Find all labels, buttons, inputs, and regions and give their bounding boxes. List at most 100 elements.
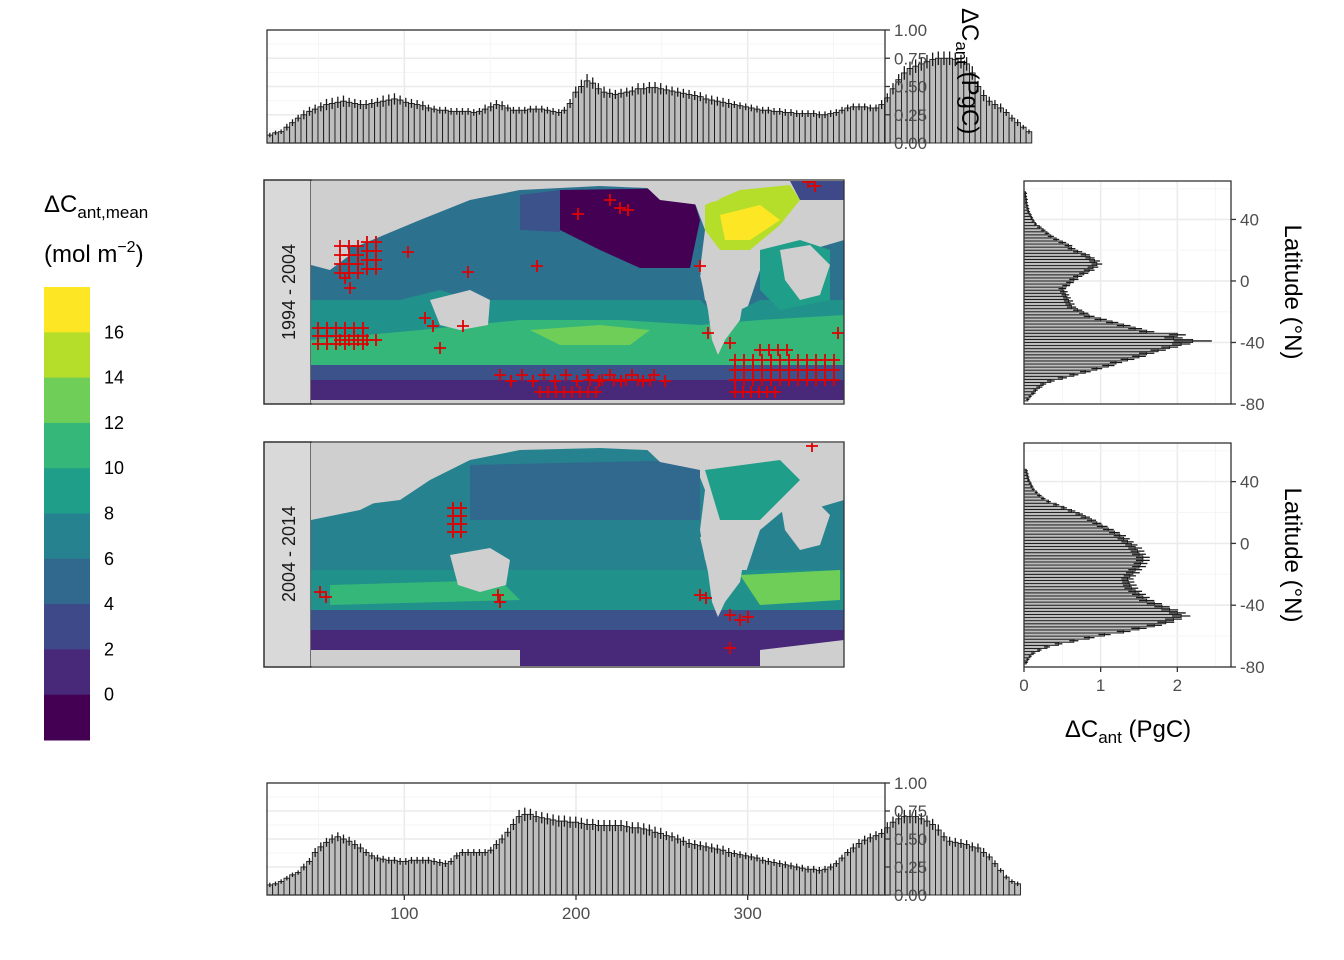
- meridional-bar: [1023, 295, 1068, 300]
- zonal-bar: [776, 863, 783, 896]
- meridional-bar: [1023, 583, 1131, 588]
- meridional-bar: [1023, 237, 1057, 242]
- zonal-bar: [340, 100, 347, 144]
- zonal-bar: [793, 866, 800, 896]
- observation-marker: [702, 327, 714, 339]
- observation-marker: [560, 369, 572, 381]
- zonal-bar: [765, 860, 772, 896]
- legend-label: 16: [104, 322, 124, 342]
- meridional-bar: [1023, 490, 1037, 495]
- right-panel-1-border: [1023, 180, 1232, 405]
- zonal-bar: [566, 102, 574, 144]
- meridional-bar: [1023, 314, 1090, 319]
- observation-marker: [724, 609, 736, 621]
- legend-band: [44, 332, 90, 379]
- meridional-bar: [1023, 626, 1140, 631]
- x-tick-label: 1: [1096, 676, 1105, 695]
- zonal-bar: [532, 816, 540, 896]
- zonal-bar: [799, 113, 806, 144]
- zonal-bar: [770, 110, 778, 144]
- zonal-bar: [787, 112, 795, 144]
- zonal-bar: [566, 821, 574, 896]
- zonal-bar: [402, 101, 410, 144]
- zonal-bar: [583, 823, 591, 896]
- zonal-bar: [634, 827, 642, 896]
- meridional-bar: [1023, 573, 1131, 578]
- zonal-bar: [776, 110, 783, 144]
- zonal-bar: [578, 86, 585, 144]
- meridional-bar: [1023, 369, 1086, 374]
- zonal-bar: [793, 113, 800, 144]
- zonal-bar: [742, 855, 749, 896]
- zonal-bar: [345, 101, 353, 144]
- zonal-bar: [515, 109, 523, 144]
- meridional-bar: [1023, 610, 1178, 615]
- meridional-bar: [1023, 595, 1144, 600]
- zonal-bar: [697, 845, 704, 896]
- zonal-bar: [527, 108, 534, 144]
- legend-title: ΔCant,mean: [44, 191, 148, 222]
- meridional-bar: [1023, 576, 1128, 581]
- meridional-bar: [1023, 378, 1052, 383]
- meridional-bar: [1023, 539, 1128, 544]
- meridional-bar: [1023, 372, 1075, 377]
- legend-band: [44, 468, 90, 514]
- zonal-bar: [595, 825, 602, 896]
- meridional-bar: [1023, 499, 1049, 504]
- meridional-bar: [1023, 231, 1048, 236]
- zonal-bar: [328, 102, 336, 144]
- zonal-bar: [294, 117, 302, 144]
- zonal-bar: [323, 841, 330, 896]
- y-tick-label: 0.00: [894, 886, 927, 905]
- meridional-bar: [1023, 536, 1125, 541]
- meridional-bar: [1023, 546, 1136, 551]
- zonal-bar: [283, 877, 291, 896]
- zonal-bar: [906, 816, 914, 896]
- x-tick-label: 300: [733, 904, 761, 923]
- zonal-bar: [436, 109, 444, 144]
- observation-marker: [352, 267, 364, 279]
- meridional-bar: [1023, 234, 1052, 239]
- meridional-bar: [1023, 255, 1091, 260]
- meridional-bar: [1023, 277, 1075, 282]
- zonal-bar: [804, 868, 812, 896]
- zonal-bar: [725, 102, 732, 144]
- zonal-bar: [685, 843, 693, 896]
- zonal-bar: [323, 104, 330, 144]
- zonal-bar: [538, 817, 546, 896]
- zonal-bar: [850, 106, 857, 144]
- observation-marker: [584, 374, 596, 386]
- observation-marker: [700, 592, 712, 604]
- zonal-bar: [838, 109, 846, 144]
- map-2-ocean: [311, 448, 844, 666]
- zonal-bar: [351, 102, 359, 144]
- observation-marker: [457, 320, 469, 332]
- zonal-bar: [702, 846, 710, 896]
- y-tick-label: 1.00: [894, 774, 927, 793]
- zonal-bar: [1008, 117, 1016, 144]
- zonal-bar: [969, 846, 976, 896]
- zonal-bar: [617, 825, 625, 896]
- zonal-bar: [708, 99, 715, 144]
- meridional-bar: [1023, 638, 1075, 643]
- zonal-bar: [504, 107, 512, 144]
- zonal-bar: [861, 106, 868, 144]
- map-panel-1994-2004: 1994 - 2004: [263, 179, 845, 405]
- zonal-bar: [708, 847, 715, 896]
- zonal-bar: [334, 101, 342, 144]
- facet-label-2: 2004 - 2014: [279, 506, 299, 602]
- zonal-bar: [867, 837, 874, 896]
- observation-marker: [344, 282, 356, 294]
- zonal-bar: [725, 851, 732, 896]
- zonal-bar: [855, 843, 863, 896]
- meridional-bar: [1023, 505, 1065, 510]
- meridional-bar: [1023, 222, 1036, 227]
- observation-marker: [505, 375, 517, 387]
- zonal-bar: [867, 107, 874, 144]
- legend-unit: (mol m−2): [44, 239, 144, 268]
- observation-marker: [608, 374, 620, 386]
- meridional-bar: [1023, 527, 1109, 532]
- observation-marker: [320, 591, 332, 603]
- zonal-bar: [578, 822, 585, 896]
- right-panel-2-x-axis: 0 1 2: [1019, 667, 1182, 695]
